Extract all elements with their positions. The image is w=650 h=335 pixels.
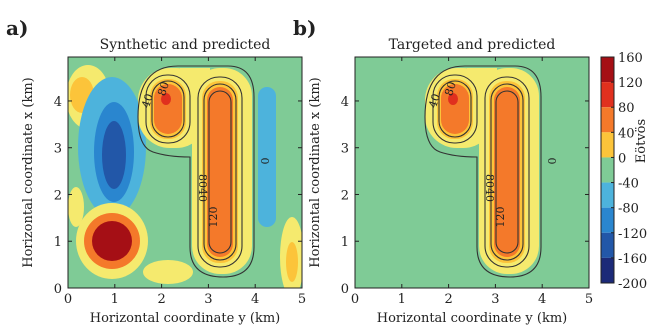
y-axis-label: Horizontal coordinate x (km) <box>21 77 36 267</box>
panel-label: b) <box>293 16 316 40</box>
contour-label: 40 <box>196 188 209 202</box>
colorbar-tick-label: 160 <box>618 51 643 66</box>
contour-label: 0 <box>545 158 558 165</box>
colorbar-band <box>601 157 614 183</box>
x-tick-label: 3 <box>204 292 212 307</box>
x-tick-label: 2 <box>444 292 452 307</box>
contour-label: 80 <box>196 174 209 188</box>
contour-label: 40 <box>139 92 156 109</box>
y-axis-label: Horizontal coordinate x (km) <box>308 77 323 267</box>
y-tick-label: 2 <box>341 188 349 203</box>
colorbar-band <box>601 82 614 108</box>
colorbar-tick-label: 80 <box>618 101 635 116</box>
contour-label: 80 <box>155 80 172 97</box>
y-tick-label: 4 <box>341 95 349 110</box>
contour-label: 40 <box>426 92 443 109</box>
colorbar-tick-label: -40 <box>618 177 639 192</box>
colorbar-band <box>601 57 614 83</box>
y-tick-label: 2 <box>54 188 62 203</box>
x-tick-label: 5 <box>585 292 593 307</box>
colorbar: 160 120 80 40 0 -40 -80 -120 -160 -200 Eötvös <box>600 51 649 292</box>
contour-label: 120 <box>207 207 220 228</box>
colorbar-tick-label: -120 <box>618 227 647 242</box>
x-tick-label: 2 <box>157 292 165 307</box>
x-axis-label: Horizontal coordinate y (km) <box>377 311 567 326</box>
chart-title: Synthetic and predicted <box>100 37 271 53</box>
y-tick-label: 4 <box>54 95 62 110</box>
field <box>355 57 589 288</box>
chart-title: Targeted and predicted <box>389 37 556 53</box>
contour-label: 80 <box>442 80 459 97</box>
contour-label: 40 <box>483 188 496 202</box>
y-tick-label: 1 <box>341 235 349 250</box>
colorbar-tick-label: -80 <box>618 202 639 217</box>
x-tick-label: 3 <box>491 292 499 307</box>
x-tick-label: 0 <box>64 292 72 307</box>
x-tick-label: 1 <box>398 292 406 307</box>
colorbar-band <box>601 257 614 283</box>
contour-label: 80 <box>483 174 496 188</box>
x-axis-label: Horizontal coordinate y (km) <box>90 311 280 326</box>
contour-label: 120 <box>494 207 507 228</box>
plot-frame <box>354 56 590 289</box>
y-tick-label: 1 <box>54 235 62 250</box>
plot-frame <box>67 56 303 289</box>
colorbar-band <box>601 182 614 208</box>
x-tick-label: 4 <box>251 292 259 307</box>
field <box>68 57 302 288</box>
panel-label: a) <box>6 16 28 40</box>
y-tick-label: 3 <box>341 142 349 157</box>
colorbar-band <box>601 232 614 258</box>
colorbar-tick-label: 40 <box>618 126 635 141</box>
colorbar-band <box>601 132 614 158</box>
colorbar-band <box>601 107 614 133</box>
y-tick-label: 0 <box>54 282 62 297</box>
contour-label: 0 <box>258 158 271 165</box>
colorbar-tick-label: -160 <box>618 252 647 267</box>
colorbar-frame <box>600 56 615 284</box>
colorbar-tick-label: -200 <box>618 277 647 292</box>
colorbar-tick-label: 120 <box>618 76 643 91</box>
colorbar-label: Eötvös <box>634 119 649 163</box>
x-tick-label: 5 <box>298 292 306 307</box>
x-tick-label: 4 <box>538 292 546 307</box>
y-tick-label: 3 <box>54 142 62 157</box>
colorbar-tick-label: 0 <box>618 151 626 166</box>
y-tick-label: 0 <box>341 282 349 297</box>
x-tick-label: 1 <box>111 292 119 307</box>
x-tick-label: 0 <box>351 292 359 307</box>
colorbar-band <box>601 207 614 233</box>
